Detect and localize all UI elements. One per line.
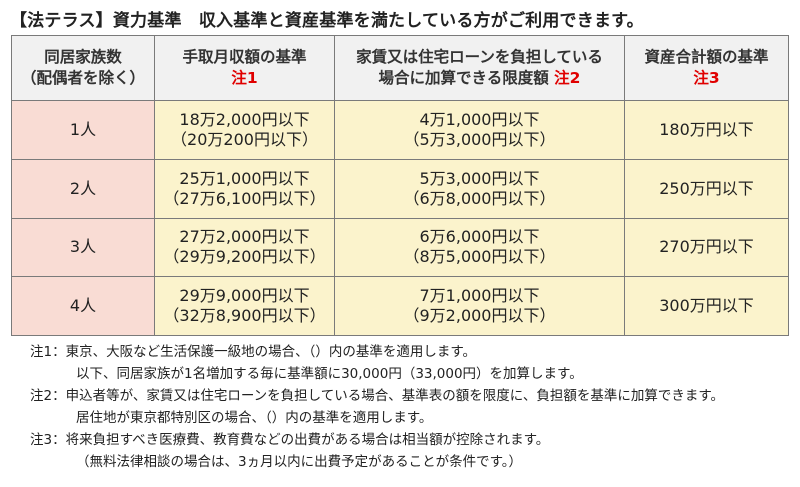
income-value: 27万2,000円以下 — [179, 227, 310, 247]
income-value-tokyo: （32万8,900円以下） — [163, 306, 326, 326]
income-cell: 25万1,000円以下 （27万6,100円以下） — [154, 158, 335, 219]
rent-value: 4万1,000円以下 — [419, 109, 540, 129]
rent-value-tokyo: （5万3,000円以下） — [403, 129, 556, 149]
note-1-continued: 以下、同居家族が1名増加する毎に基準額に30,000円（33,000円）を加算し… — [76, 366, 583, 382]
rent-value-tokyo: （6万8,000円以下） — [403, 188, 556, 208]
header-income-label: 手取月収額の基準 — [182, 48, 307, 66]
income-cell: 29万9,000円以下 （32万8,900円以下） — [154, 276, 335, 336]
income-value: 29万9,000円以下 — [179, 286, 310, 306]
table-header-row: 同居家族数 （配偶者を除く） 手取月収額の基準 注1 家賃又は住宅ローンを負担し… — [11, 35, 789, 101]
rent-cell: 5万3,000円以下 （6万8,000円以下） — [334, 158, 625, 219]
header-assets: 資産合計額の基準 注3 — [624, 35, 789, 101]
income-cell: 27万2,000円以下 （29万9,200円以下） — [154, 217, 335, 278]
persons-cell: 2人 — [11, 158, 155, 219]
header-rent-label: 家賃又は住宅ローンを負担している — [356, 48, 603, 66]
table-row: 1人 18万2,000円以下 （20万200円以下） 4万1,000円以下 （5… — [11, 100, 789, 160]
rent-cell: 7万1,000円以下 （9万2,000円以下） — [334, 276, 625, 336]
persons-cell: 4人 — [11, 276, 155, 336]
note-2-continued: 居住地が東京都特別区の場合、（）内の基準を適用します。 — [76, 410, 433, 426]
table-row: 4人 29万9,000円以下 （32万8,900円以下） 7万1,000円以下 … — [11, 276, 789, 336]
income-value: 18万2,000円以下 — [179, 109, 310, 129]
table-row: 3人 27万2,000円以下 （29万9,200円以下） 6万6,000円以下 … — [11, 217, 789, 278]
header-rent-label-2: 場合に加算できる限度額 — [378, 69, 549, 87]
note-2: 注2：申込者等が、家賃又は住宅ローンを負担している場合、基準表の額を限度に、負担… — [30, 388, 724, 404]
footnotes: 注1：東京、大阪など生活保護一級地の場合、（）内の基準を適用します。 以下、同居… — [30, 341, 724, 473]
rent-cell: 4万1,000円以下 （5万3,000円以下） — [334, 100, 625, 160]
assets-cell: 180万円以下 — [624, 100, 789, 160]
income-cell: 18万2,000円以下 （20万200円以下） — [154, 100, 335, 160]
note-ref-2: 注2 — [554, 69, 581, 87]
header-income: 手取月収額の基準 注1 — [154, 35, 335, 101]
assets-cell: 300万円以下 — [624, 276, 789, 336]
header-assets-label: 資産合計額の基準 — [644, 48, 769, 66]
header-family-count-sublabel: （配偶者を除く） — [20, 69, 145, 87]
assets-cell: 250万円以下 — [624, 158, 789, 219]
header-family-count: 同居家族数 （配偶者を除く） — [11, 35, 155, 101]
rent-cell: 6万6,000円以下 （8万5,000円以下） — [334, 217, 625, 278]
persons-cell: 3人 — [11, 217, 155, 278]
note-1: 注1：東京、大阪など生活保護一級地の場合、（）内の基準を適用します。 — [30, 344, 476, 360]
rent-value-tokyo: （9万2,000円以下） — [403, 306, 556, 326]
header-rent: 家賃又は住宅ローンを負担している 場合に加算できる限度額 注2 — [334, 35, 625, 101]
assets-cell: 270万円以下 — [624, 217, 789, 278]
note-3-continued: （無料法律相談の場合は、3ヵ月以内に出費予定があることが条件です。） — [76, 454, 522, 470]
persons-cell: 1人 — [11, 100, 155, 160]
income-value-tokyo: （20万200円以下） — [171, 129, 318, 149]
page-title: 【法テラス】資力基準 収入基準と資産基準を満たしている方がご利用できます。 — [10, 11, 644, 31]
income-value-tokyo: （27万6,100円以下） — [163, 188, 326, 208]
rent-value: 7万1,000円以下 — [419, 286, 540, 306]
note-ref-1: 注1 — [231, 69, 258, 87]
rent-value-tokyo: （8万5,000円以下） — [403, 247, 556, 267]
rent-value: 6万6,000円以下 — [419, 227, 540, 247]
income-value-tokyo: （29万9,200円以下） — [163, 247, 326, 267]
note-ref-3: 注3 — [693, 69, 720, 87]
criteria-table: 同居家族数 （配偶者を除く） 手取月収額の基準 注1 家賃又は住宅ローンを負担し… — [11, 35, 789, 336]
note-3: 注3：将来負担すべき医療費、教育費などの出費がある場合は相当額が控除されます。 — [30, 432, 550, 448]
income-value: 25万1,000円以下 — [179, 168, 310, 188]
table-row: 2人 25万1,000円以下 （27万6,100円以下） 5万3,000円以下 … — [11, 158, 789, 219]
rent-value: 5万3,000円以下 — [419, 168, 540, 188]
header-family-count-label: 同居家族数 — [44, 48, 122, 66]
